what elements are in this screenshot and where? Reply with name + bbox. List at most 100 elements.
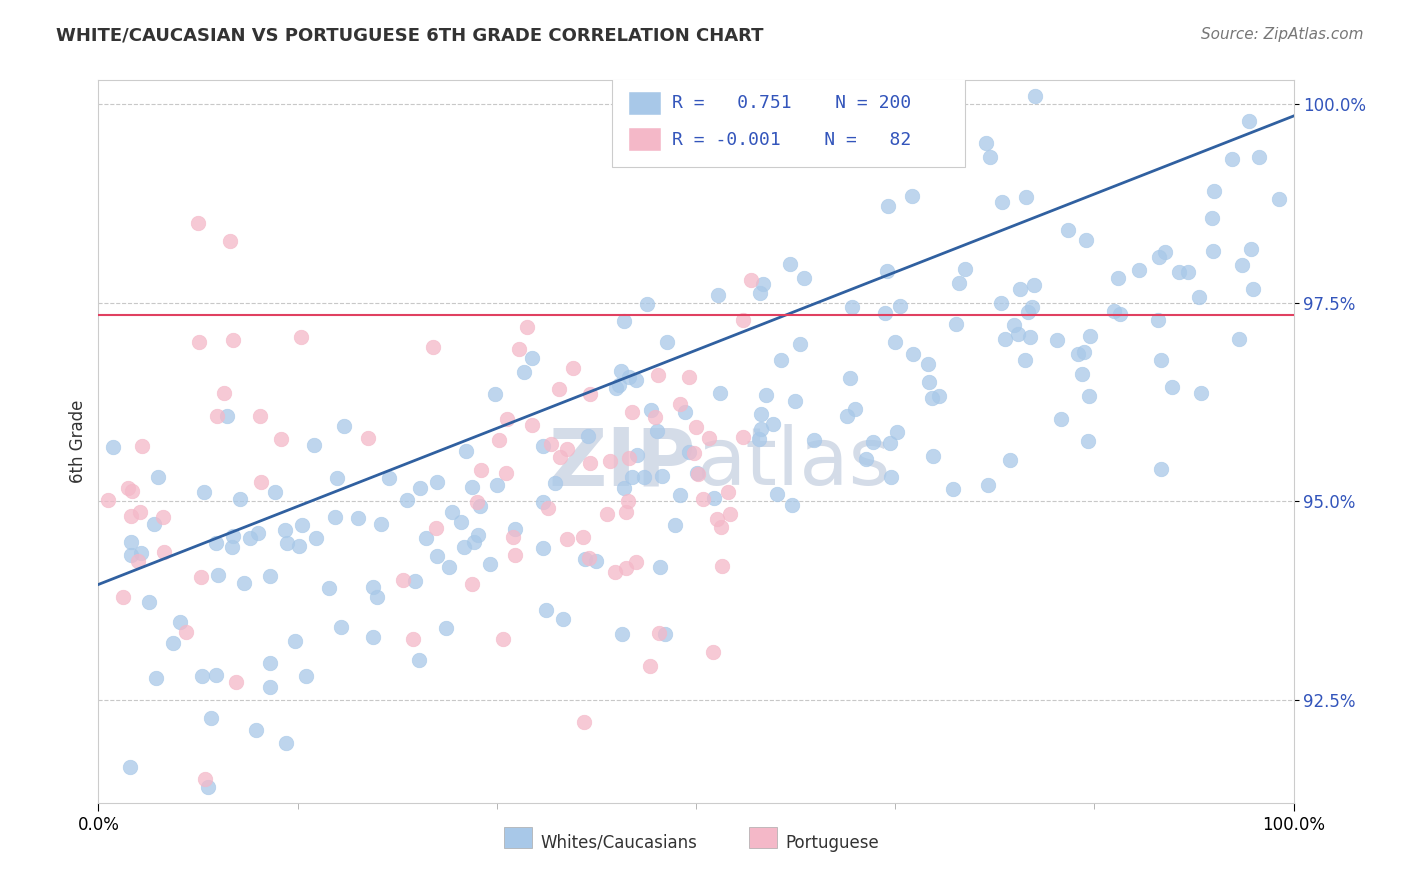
Point	[1177, 265, 1199, 279]
Point	[703, 491, 725, 505]
Point	[682, 446, 704, 460]
Point	[461, 576, 484, 591]
Point	[270, 433, 292, 447]
Point	[112, 590, 135, 604]
Point	[1021, 300, 1043, 314]
Point	[1067, 347, 1090, 361]
Point	[1237, 114, 1260, 128]
Point	[169, 615, 191, 629]
Point	[709, 386, 731, 401]
Point	[1240, 243, 1263, 257]
Point	[426, 475, 449, 489]
Point	[222, 333, 245, 347]
Point	[1232, 258, 1254, 272]
Point	[880, 469, 903, 483]
Point	[453, 540, 475, 554]
Point	[578, 386, 600, 401]
Point	[284, 634, 307, 648]
Y-axis label: 6th Grade: 6th Grade	[69, 400, 87, 483]
Point	[624, 373, 647, 387]
Point	[855, 452, 877, 467]
Point	[706, 512, 728, 526]
Point	[607, 378, 630, 392]
Point	[633, 470, 655, 484]
Point	[991, 195, 1014, 210]
Point	[437, 559, 460, 574]
Point	[678, 445, 700, 459]
Point	[536, 603, 558, 617]
Point	[942, 483, 965, 497]
Point	[921, 392, 943, 406]
Point	[302, 438, 325, 452]
Point	[1150, 462, 1173, 476]
Point	[127, 553, 149, 567]
Point	[120, 509, 142, 524]
Point	[1015, 190, 1038, 204]
Point	[404, 574, 426, 588]
Point	[1076, 233, 1098, 247]
Point	[901, 189, 924, 203]
Point	[610, 364, 633, 378]
Point	[207, 568, 229, 582]
Point	[138, 595, 160, 609]
Point	[361, 580, 384, 594]
Text: atlas: atlas	[696, 425, 890, 502]
Point	[948, 276, 970, 290]
Point	[463, 534, 485, 549]
Point	[520, 417, 543, 432]
Point	[928, 389, 950, 403]
Point	[979, 150, 1001, 164]
Point	[673, 405, 696, 419]
Point	[408, 652, 430, 666]
Point	[1267, 192, 1289, 206]
Point	[259, 680, 281, 694]
Point	[685, 420, 707, 434]
Point	[205, 536, 228, 550]
Point	[495, 412, 517, 426]
Point	[640, 402, 662, 417]
Point	[614, 505, 637, 519]
Point	[731, 429, 754, 443]
Point	[485, 478, 508, 492]
Point	[233, 575, 256, 590]
Point	[415, 532, 437, 546]
Point	[657, 335, 679, 350]
Point	[613, 313, 636, 327]
Point	[1024, 277, 1046, 292]
Point	[873, 306, 896, 320]
Point	[326, 471, 349, 485]
Point	[749, 407, 772, 421]
Point	[516, 319, 538, 334]
Point	[531, 439, 554, 453]
Point	[886, 425, 908, 439]
Point	[651, 468, 673, 483]
FancyBboxPatch shape	[628, 92, 661, 115]
Point	[1071, 367, 1094, 381]
Point	[1049, 412, 1071, 426]
Point	[274, 737, 297, 751]
Point	[503, 548, 526, 562]
Point	[305, 531, 328, 545]
Point	[1147, 313, 1170, 327]
Point	[1247, 150, 1270, 164]
Point	[288, 540, 311, 554]
Point	[273, 523, 295, 537]
Point	[876, 199, 898, 213]
Point	[711, 558, 734, 573]
Point	[922, 449, 945, 463]
Point	[219, 234, 242, 248]
Point	[422, 340, 444, 354]
Point	[1078, 389, 1101, 403]
Point	[1202, 244, 1225, 258]
Point	[425, 521, 447, 535]
Point	[749, 422, 772, 436]
Point	[876, 264, 898, 278]
Point	[562, 361, 585, 376]
Point	[121, 484, 143, 499]
Point	[264, 484, 287, 499]
Point	[1109, 307, 1132, 321]
Point	[508, 343, 530, 357]
Point	[596, 507, 619, 521]
Point	[648, 559, 671, 574]
Point	[1077, 434, 1099, 448]
